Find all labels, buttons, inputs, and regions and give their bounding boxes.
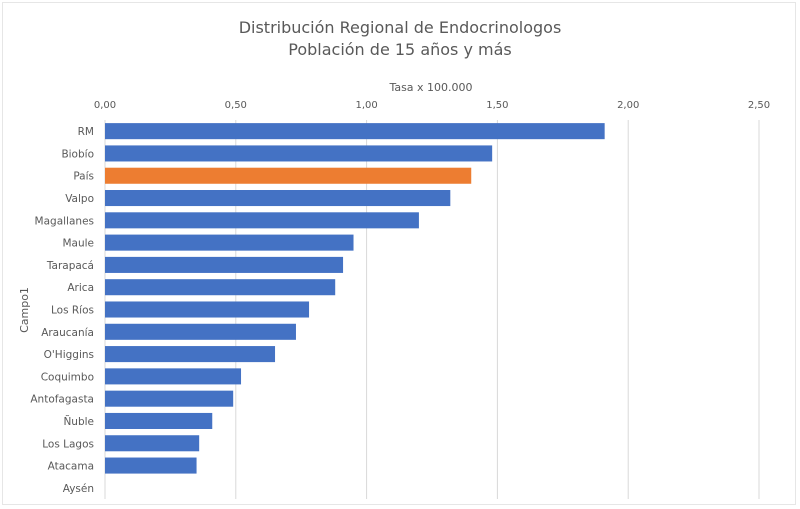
category-label: Biobío	[61, 148, 94, 160]
x-tick-label: 2,50	[748, 100, 770, 111]
category-label: Valpo	[65, 193, 94, 205]
category-label: Los Lagos	[42, 438, 94, 450]
category-label: Antofagasta	[30, 394, 94, 406]
bar	[105, 346, 276, 363]
bar	[105, 457, 197, 474]
bar	[105, 279, 336, 296]
category-label: Atacama	[48, 461, 94, 473]
bar	[105, 412, 213, 429]
category-label: Ñuble	[63, 415, 94, 428]
bar	[105, 368, 242, 385]
chart-title: Distribución Regional de Endocrinologos	[239, 18, 562, 37]
chart-subtitle: Población de 15 años y más	[288, 40, 512, 59]
bar	[105, 390, 234, 407]
bar	[105, 256, 344, 273]
bar	[105, 167, 472, 184]
x-tick-label: 0,00	[94, 100, 116, 111]
bar	[105, 190, 451, 207]
category-label: Maule	[62, 238, 94, 250]
bar	[105, 212, 419, 229]
category-label: Los Ríos	[51, 305, 94, 317]
category-label: O'Higgins	[44, 349, 94, 361]
category-label: País	[73, 171, 94, 183]
x-axis-ticks: 0,00 0,50 1,00 1,50 2,00 2,50	[94, 100, 770, 111]
category-label: RM	[78, 126, 94, 138]
bar	[105, 145, 493, 162]
category-label: Coquimbo	[41, 371, 94, 383]
bar	[105, 435, 200, 452]
x-tick-label: 2,00	[617, 100, 639, 111]
bar	[105, 123, 605, 140]
category-label: Tarapacá	[46, 260, 94, 272]
x-axis-title: Tasa x 100.000	[388, 81, 472, 94]
category-labels: RM Biobío País Valpo Magallanes Maule Tarapacá…	[30, 126, 94, 495]
bar	[105, 323, 296, 340]
bar	[105, 234, 354, 251]
category-label: Araucanía	[41, 327, 94, 339]
bars	[105, 123, 605, 474]
x-tick-label: 1,00	[355, 100, 377, 111]
x-tick-label: 0,50	[225, 100, 247, 111]
category-label: Magallanes	[35, 215, 94, 227]
bar	[105, 301, 310, 318]
category-label: Aysén	[63, 483, 94, 495]
x-tick-label: 1,50	[486, 100, 508, 111]
y-axis-title: Campo1	[18, 287, 31, 333]
category-label: Arica	[67, 282, 94, 294]
